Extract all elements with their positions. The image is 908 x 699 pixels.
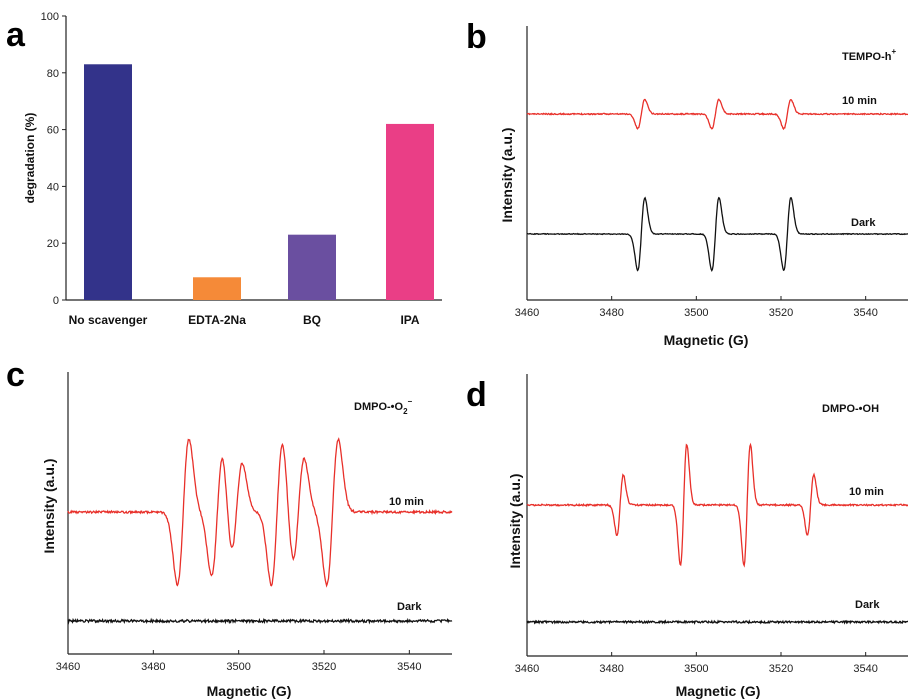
panel-d-plot: 3460 3480 3500 3520 3540 (515, 374, 908, 675)
panel-a-ytick-label: 60 (47, 125, 59, 137)
panel-c-xtick-label: 3520 (312, 661, 336, 673)
panel-a-category-label: IPA (400, 313, 419, 327)
panel-a-category-label: BQ (303, 313, 321, 327)
bar-bq (288, 234, 336, 300)
panel-d-xlabel: Magnetic (G) (676, 683, 761, 699)
panel-d-series-dark (526, 619, 908, 625)
panel-c-series-dark (67, 617, 453, 625)
panel-b-series-10-min (526, 98, 908, 131)
panel-a-ytick-label: 20 (47, 238, 59, 250)
panel-d-label-dark: Dark (855, 599, 880, 611)
panel-a-ytick-label: 40 (47, 181, 59, 193)
panel-a-ytick-label: 0 (53, 295, 59, 307)
bar-edta-2na (193, 277, 241, 300)
panel-d-label-10min: 10 min (849, 486, 884, 498)
panel-c-title-sub: 2 (403, 407, 408, 416)
panel-b-xtick-label: 3480 (599, 307, 623, 319)
panel-c-xtick-label: 3480 (141, 661, 165, 673)
panel-b-series-dark (527, 196, 908, 272)
panel-b-ylabel: Intensity (a.u.) (499, 128, 515, 223)
panel-a-category-label: EDTA-2Na (188, 313, 246, 327)
panel-d-letter: d (466, 376, 487, 414)
panel-d-title: DMPO-•OH (822, 403, 879, 415)
panel-d-xtick-label: 3480 (599, 663, 623, 675)
panel-c-plot: 3460 3480 3500 3520 3540 (56, 372, 453, 673)
panel-c-xtick-label: 3540 (397, 661, 421, 673)
bar-no-scavenger (84, 64, 132, 300)
panel-d-series-10-min (526, 442, 908, 568)
panel-c-xtick-label: 3500 (226, 661, 250, 673)
panel-d-ylabel: Intensity (a.u.) (507, 474, 523, 569)
panel-a-ytick-label: 100 (41, 11, 59, 23)
panel-b-xtick-label: 3500 (684, 307, 708, 319)
panel-a-category-label: No scavenger (69, 313, 148, 327)
panel-b-letter: b (466, 18, 487, 56)
panel-a-plot: 0 20 40 60 80 100 No scavenger EDTA-2Na BQ IPA (41, 11, 442, 327)
panel-c-title: DMPO-•O2− (354, 397, 413, 416)
panel-b-xlabel: Magnetic (G) (664, 332, 749, 348)
panel-b-title-sup: + (892, 47, 897, 56)
panel-b-label-dark: Dark (851, 217, 876, 229)
panel-c: c 3460 3480 3500 3520 3540 Intensity (a.u.) … (6, 356, 453, 699)
panel-b-xtick-label: 3540 (853, 307, 877, 319)
panel-b-title: TEMPO-h+ (842, 47, 897, 63)
bar-ipa (386, 123, 434, 300)
panel-c-series-10-min (67, 437, 453, 588)
panel-c-title-sup: − (408, 397, 413, 406)
panel-d-xtick-label: 3460 (515, 663, 539, 675)
panel-b-label-10min: 10 min (842, 95, 877, 107)
panel-b-xtick-label: 3460 (515, 307, 539, 319)
panel-b: b 3460 3480 3500 3520 3540 Intensity (a.u.) … (466, 18, 908, 348)
panel-c-xtick-label: 3460 (56, 661, 80, 673)
panel-c-xlabel: Magnetic (G) (207, 683, 292, 699)
panel-d: d 3460 3480 3500 3520 3540 Intensity (a.u.) … (466, 374, 908, 699)
panel-a-ytick-label: 80 (47, 68, 59, 80)
panel-d-xtick-label: 3520 (769, 663, 793, 675)
panel-a-letter: a (6, 16, 26, 54)
panel-a-ylabel: degradation (%) (23, 113, 37, 204)
panel-c-label-dark: Dark (397, 601, 422, 613)
panel-b-plot: 3460 3480 3500 3520 3540 (515, 26, 908, 319)
panel-d-xtick-label: 3540 (853, 663, 877, 675)
panel-c-ylabel: Intensity (a.u.) (41, 459, 57, 554)
panel-c-label-10min: 10 min (389, 496, 424, 508)
panel-b-xtick-label: 3520 (769, 307, 793, 319)
panel-d-xtick-label: 3500 (684, 663, 708, 675)
panel-c-letter: c (6, 356, 25, 394)
